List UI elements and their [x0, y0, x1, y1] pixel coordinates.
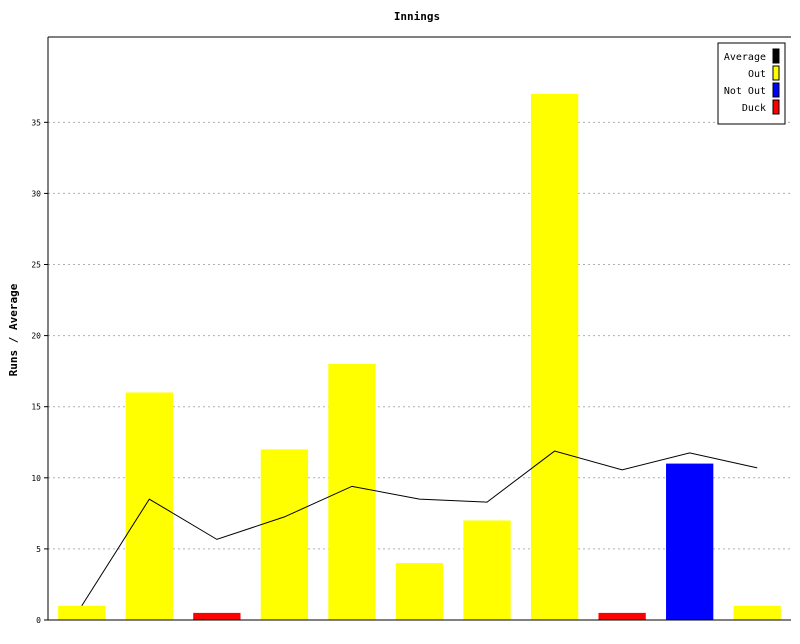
- chart-title: Innings: [394, 10, 440, 23]
- average-line: [81, 450, 758, 607]
- axes-group: 0 5 10 15 20 25 30 35: [31, 36, 791, 625]
- legend-label: Duck: [742, 103, 766, 114]
- y-tick-label: 0: [36, 616, 41, 625]
- bar-out: [58, 605, 106, 620]
- legend-swatch: [772, 48, 780, 64]
- bar-out: [125, 392, 173, 620]
- y-tick-label: 35: [31, 118, 41, 127]
- bars-group: [58, 93, 781, 620]
- y-tick-label: 25: [31, 261, 41, 270]
- legend-swatch: [772, 82, 780, 98]
- y-tick-label: 5: [36, 545, 41, 554]
- y-tick-label: 15: [31, 403, 41, 412]
- y-tick-label: 20: [31, 332, 41, 341]
- bar-out: [530, 93, 579, 620]
- bar-duck: [193, 612, 241, 620]
- bar-not-out: [666, 463, 714, 620]
- legend-label: Out: [748, 69, 766, 80]
- bar-duck: [598, 612, 646, 620]
- y-axis-label: Runs / Average: [7, 283, 20, 376]
- bar-out: [463, 520, 511, 620]
- average-line-group: [81, 450, 758, 607]
- y-tick-label: 30: [31, 189, 41, 198]
- legend-swatch: [772, 99, 780, 115]
- bar-out: [260, 449, 309, 620]
- legend: Average Out Not Out Duck: [717, 42, 786, 125]
- legend-label: Average: [724, 52, 766, 63]
- legend-label: Not Out: [724, 86, 766, 97]
- legend-swatch: [772, 65, 780, 81]
- grid-lines: [48, 121, 791, 550]
- bar-out: [328, 364, 376, 620]
- y-tick-label: 10: [31, 474, 41, 483]
- bar-out: [733, 605, 781, 620]
- bar-out: [395, 563, 444, 620]
